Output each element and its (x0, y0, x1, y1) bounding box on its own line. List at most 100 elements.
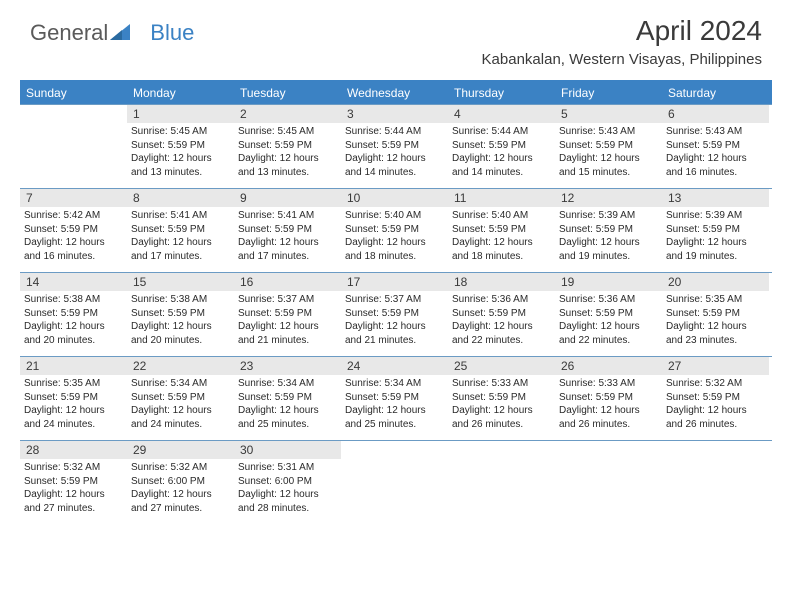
sunrise-text: Sunrise: 5:43 AM (559, 125, 658, 139)
day-number: 6 (662, 105, 769, 123)
day-cell: 23Sunrise: 5:34 AMSunset: 5:59 PMDayligh… (234, 357, 341, 440)
daylight-text: Daylight: 12 hours and 14 minutes. (345, 152, 444, 179)
day-cell: 12Sunrise: 5:39 AMSunset: 5:59 PMDayligh… (555, 189, 662, 272)
day-number: 1 (127, 105, 234, 123)
daylight-text: Daylight: 12 hours and 20 minutes. (131, 320, 230, 347)
sunset-text: Sunset: 6:00 PM (131, 475, 230, 489)
day-cell: 19Sunrise: 5:36 AMSunset: 5:59 PMDayligh… (555, 273, 662, 356)
sunset-text: Sunset: 5:59 PM (131, 223, 230, 237)
weekday-header: Friday (555, 82, 662, 104)
day-details: Sunrise: 5:36 AMSunset: 5:59 PMDaylight:… (448, 291, 555, 353)
day-number: 23 (234, 357, 341, 375)
day-number: 16 (234, 273, 341, 291)
day-details: Sunrise: 5:32 AMSunset: 5:59 PMDaylight:… (20, 459, 127, 521)
sunrise-text: Sunrise: 5:34 AM (131, 377, 230, 391)
sunrise-text: Sunrise: 5:37 AM (238, 293, 337, 307)
day-number: 5 (555, 105, 662, 123)
daylight-text: Daylight: 12 hours and 21 minutes. (238, 320, 337, 347)
daylight-text: Daylight: 12 hours and 16 minutes. (666, 152, 765, 179)
sunset-text: Sunset: 5:59 PM (345, 139, 444, 153)
day-number: 25 (448, 357, 555, 375)
day-details: Sunrise: 5:41 AMSunset: 5:59 PMDaylight:… (127, 207, 234, 269)
daylight-text: Daylight: 12 hours and 22 minutes. (559, 320, 658, 347)
sunset-text: Sunset: 5:59 PM (24, 223, 123, 237)
daylight-text: Daylight: 12 hours and 19 minutes. (559, 236, 658, 263)
day-cell (448, 441, 555, 524)
day-details: Sunrise: 5:43 AMSunset: 5:59 PMDaylight:… (662, 123, 769, 185)
day-number: 12 (555, 189, 662, 207)
sunrise-text: Sunrise: 5:45 AM (238, 125, 337, 139)
daylight-text: Daylight: 12 hours and 24 minutes. (24, 404, 123, 431)
brand-part2: Blue (150, 20, 194, 46)
daylight-text: Daylight: 12 hours and 27 minutes. (131, 488, 230, 515)
sunrise-text: Sunrise: 5:39 AM (559, 209, 658, 223)
sunset-text: Sunset: 5:59 PM (559, 391, 658, 405)
sunset-text: Sunset: 5:59 PM (666, 223, 765, 237)
logo-triangle-icon (110, 20, 130, 46)
daylight-text: Daylight: 12 hours and 20 minutes. (24, 320, 123, 347)
sunrise-text: Sunrise: 5:32 AM (24, 461, 123, 475)
month-title: April 2024 (482, 15, 762, 47)
calendar-grid: Sunday Monday Tuesday Wednesday Thursday… (20, 80, 772, 524)
day-details: Sunrise: 5:38 AMSunset: 5:59 PMDaylight:… (20, 291, 127, 353)
sunrise-text: Sunrise: 5:41 AM (131, 209, 230, 223)
day-details: Sunrise: 5:32 AMSunset: 5:59 PMDaylight:… (662, 375, 769, 437)
day-cell: 21Sunrise: 5:35 AMSunset: 5:59 PMDayligh… (20, 357, 127, 440)
daylight-text: Daylight: 12 hours and 13 minutes. (238, 152, 337, 179)
day-cell: 27Sunrise: 5:32 AMSunset: 5:59 PMDayligh… (662, 357, 769, 440)
day-cell: 22Sunrise: 5:34 AMSunset: 5:59 PMDayligh… (127, 357, 234, 440)
day-details: Sunrise: 5:43 AMSunset: 5:59 PMDaylight:… (555, 123, 662, 185)
day-number: 15 (127, 273, 234, 291)
day-cell: 8Sunrise: 5:41 AMSunset: 5:59 PMDaylight… (127, 189, 234, 272)
daylight-text: Daylight: 12 hours and 26 minutes. (666, 404, 765, 431)
brand-part1: General (30, 20, 108, 46)
day-number: 19 (555, 273, 662, 291)
week-row: 21Sunrise: 5:35 AMSunset: 5:59 PMDayligh… (20, 356, 772, 440)
daylight-text: Daylight: 12 hours and 25 minutes. (238, 404, 337, 431)
day-cell: 24Sunrise: 5:34 AMSunset: 5:59 PMDayligh… (341, 357, 448, 440)
sunset-text: Sunset: 5:59 PM (452, 139, 551, 153)
weekday-header: Monday (127, 82, 234, 104)
day-cell: 15Sunrise: 5:38 AMSunset: 5:59 PMDayligh… (127, 273, 234, 356)
weekday-header: Saturday (662, 82, 769, 104)
week-row: 14Sunrise: 5:38 AMSunset: 5:59 PMDayligh… (20, 272, 772, 356)
weeks-container: 1Sunrise: 5:45 AMSunset: 5:59 PMDaylight… (20, 104, 772, 524)
day-number: 21 (20, 357, 127, 375)
sunset-text: Sunset: 5:59 PM (238, 139, 337, 153)
sunrise-text: Sunrise: 5:44 AM (452, 125, 551, 139)
sunrise-text: Sunrise: 5:41 AM (238, 209, 337, 223)
day-details: Sunrise: 5:34 AMSunset: 5:59 PMDaylight:… (127, 375, 234, 437)
sunset-text: Sunset: 5:59 PM (131, 307, 230, 321)
daylight-text: Daylight: 12 hours and 26 minutes. (452, 404, 551, 431)
sunset-text: Sunset: 5:59 PM (452, 307, 551, 321)
day-details: Sunrise: 5:32 AMSunset: 6:00 PMDaylight:… (127, 459, 234, 521)
sunrise-text: Sunrise: 5:35 AM (666, 293, 765, 307)
sunrise-text: Sunrise: 5:43 AM (666, 125, 765, 139)
day-details: Sunrise: 5:31 AMSunset: 6:00 PMDaylight:… (234, 459, 341, 521)
day-number: 17 (341, 273, 448, 291)
weekday-header: Tuesday (234, 82, 341, 104)
daylight-text: Daylight: 12 hours and 28 minutes. (238, 488, 337, 515)
day-cell: 5Sunrise: 5:43 AMSunset: 5:59 PMDaylight… (555, 105, 662, 188)
day-details: Sunrise: 5:40 AMSunset: 5:59 PMDaylight:… (448, 207, 555, 269)
sunset-text: Sunset: 5:59 PM (666, 139, 765, 153)
day-number: 9 (234, 189, 341, 207)
sunrise-text: Sunrise: 5:36 AM (452, 293, 551, 307)
day-cell: 1Sunrise: 5:45 AMSunset: 5:59 PMDaylight… (127, 105, 234, 188)
daylight-text: Daylight: 12 hours and 22 minutes. (452, 320, 551, 347)
weekday-header: Wednesday (341, 82, 448, 104)
day-details: Sunrise: 5:34 AMSunset: 5:59 PMDaylight:… (234, 375, 341, 437)
sunrise-text: Sunrise: 5:32 AM (131, 461, 230, 475)
day-number: 2 (234, 105, 341, 123)
day-cell: 9Sunrise: 5:41 AMSunset: 5:59 PMDaylight… (234, 189, 341, 272)
day-cell: 6Sunrise: 5:43 AMSunset: 5:59 PMDaylight… (662, 105, 769, 188)
sunset-text: Sunset: 5:59 PM (131, 391, 230, 405)
day-cell (341, 441, 448, 524)
day-cell: 3Sunrise: 5:44 AMSunset: 5:59 PMDaylight… (341, 105, 448, 188)
sunset-text: Sunset: 5:59 PM (452, 391, 551, 405)
page-header: General Blue April 2024 Kabankalan, West… (0, 0, 792, 80)
day-details: Sunrise: 5:41 AMSunset: 5:59 PMDaylight:… (234, 207, 341, 269)
day-cell: 4Sunrise: 5:44 AMSunset: 5:59 PMDaylight… (448, 105, 555, 188)
day-cell: 25Sunrise: 5:33 AMSunset: 5:59 PMDayligh… (448, 357, 555, 440)
daylight-text: Daylight: 12 hours and 17 minutes. (131, 236, 230, 263)
